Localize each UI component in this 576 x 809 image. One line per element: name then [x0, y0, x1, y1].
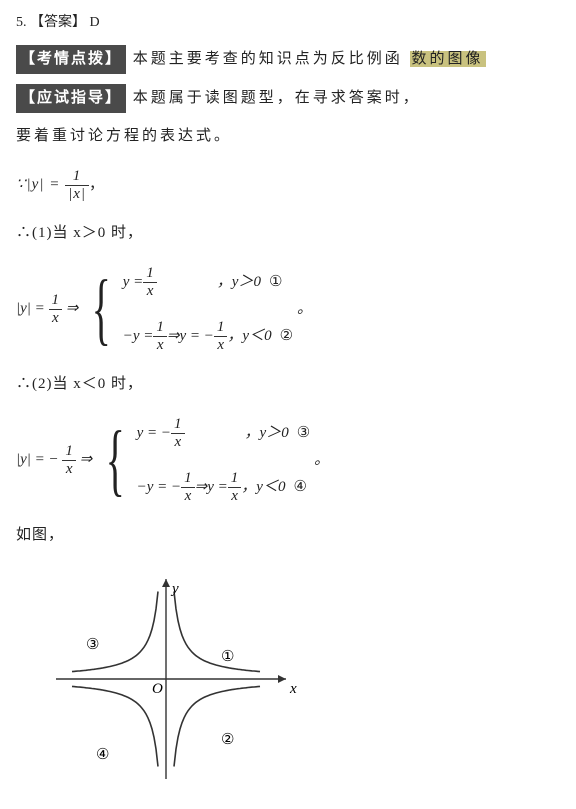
case1-label: ∴(1)当 x＞0 时， [16, 220, 560, 247]
case2-block: |y| = − 1 x ⇒ { y = − 1 x ，y＞0 ③ −y = − … [16, 416, 560, 504]
kaoqing-highlight: 数的图像 [410, 51, 486, 67]
case1-rows: y = 1 x ，y＞0 ① −y = 1 x ⇒y = − 1 x ，y＜0 … [123, 265, 293, 353]
answer-value: D [90, 15, 100, 30]
intro-den: |x| [65, 186, 89, 203]
intro-left: ∵|y| = [16, 177, 60, 193]
case2-row2: −y = − 1 x ⇒y = 1 x ，y＜0 ④ [137, 470, 311, 504]
case1-block: |y| = 1 x ⇒ { y = 1 x ，y＞0 ① −y = 1 x ⇒y… [16, 265, 560, 353]
case2-rows: y = − 1 x ，y＞0 ③ −y = − 1 x ⇒y = 1 x ，y＜… [137, 416, 311, 504]
question-number: 5. [16, 15, 27, 30]
math-intro: ∵|y| = 1 |x| ， [16, 168, 560, 202]
intro-comma: ， [89, 177, 105, 193]
kaoqing-text: 本题主要考查的知识点为反比例函 [133, 51, 403, 67]
case2-row1: y = − 1 x ，y＞0 ③ [137, 416, 311, 450]
svg-text:④: ④ [96, 747, 109, 763]
svg-text:①: ① [221, 649, 234, 665]
yingshi-tag: 【应试指导】 [16, 84, 126, 113]
yingshi-para: 【应试指导】 本题属于读图题型，在寻求答案时， [16, 84, 560, 113]
case1-lhs: |y| = 1 x ⇒ [16, 292, 78, 326]
kaoqing-tag: 【考情点拨】 [16, 45, 126, 74]
intro-frac: 1 |x| [65, 168, 89, 202]
intro-num: 1 [65, 168, 89, 186]
brace-icon: { [106, 425, 125, 495]
case1-row2: −y = 1 x ⇒y = − 1 x ，y＜0 ② [123, 319, 293, 353]
svg-text:③: ③ [86, 637, 99, 653]
case2-lhs: |y| = − 1 x ⇒ [16, 443, 92, 477]
hyperbola-graph: y x O ① ② ③ ④ [46, 569, 560, 799]
brace-icon: { [92, 274, 111, 344]
kaoqing-para: 【考情点拨】 本题主要考查的知识点为反比例函 数的图像 [16, 45, 560, 74]
answer-line: 5. 【答案】 D [16, 10, 560, 35]
yingshi-text: 本题属于读图题型，在寻求答案时， [133, 90, 421, 106]
yingshi-text-2: 要着重讨论方程的表达式。 [16, 128, 232, 144]
graph-svg: y x O ① ② ③ ④ [46, 569, 306, 789]
asfig-label: 如图， [16, 522, 560, 549]
case1-row1: y = 1 x ，y＞0 ① [123, 265, 293, 299]
yingshi-para-2: 要着重讨论方程的表达式。 [16, 123, 560, 150]
svg-text:②: ② [221, 732, 234, 748]
case2-label: ∴(2)当 x＜0 时， [16, 371, 560, 398]
svg-text:x: x [289, 681, 297, 697]
svg-text:O: O [152, 681, 163, 697]
answer-label: 【答案】 [30, 15, 86, 30]
svg-text:y: y [170, 581, 179, 597]
